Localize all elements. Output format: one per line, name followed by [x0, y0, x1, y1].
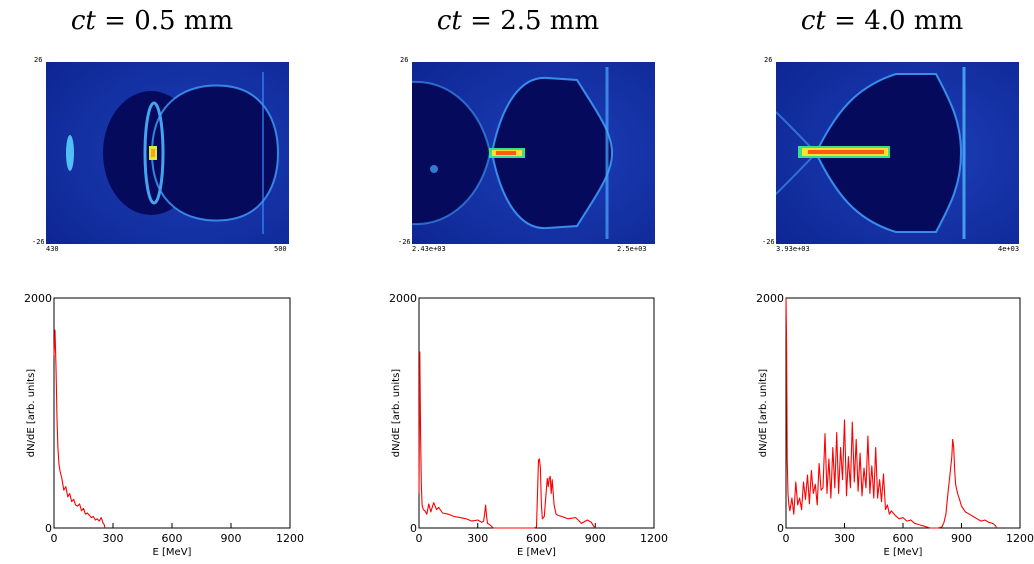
spectrum-chart-3: 0 300 600 900 1200 0 2000 E [MeV] dN/dE [arb. un… — [756, 292, 1034, 558]
spectrum-line — [785, 297, 998, 529]
spectrum-chart-2: 0 300 600 900 1200 0 2000 E [MeV] dN/dE [arb. un… — [389, 292, 668, 558]
x-tick-label: 300 — [467, 532, 488, 545]
x-tick-label: 600 — [526, 532, 547, 545]
x-axis-label: E [MeV] — [517, 547, 556, 558]
density-snapshot-2: 26 -26 2.43e+03 2.5e+03 — [398, 56, 655, 253]
x-tick-label: 1200 — [1006, 532, 1034, 545]
x-tick-label: 300 — [834, 532, 855, 545]
snapshot-3-x-left-label: 3.93e+03 — [776, 245, 810, 253]
snapshot-2-y-top-label: 26 — [400, 56, 409, 64]
y-tick-label: 2000 — [756, 292, 784, 305]
x-tick-label: 900 — [951, 532, 972, 545]
snapshot-3-x-right-label: 4e+03 — [998, 245, 1020, 253]
density-map-1 — [46, 62, 289, 244]
x-tick-label: 600 — [162, 532, 183, 545]
x-tick-label: 900 — [221, 532, 242, 545]
panel-title-3: ct = 4.0 mm — [800, 6, 964, 36]
y-axis-label: dN/dE [arb. units] — [391, 369, 402, 457]
panel-title-1: ct = 0.5 mm — [70, 6, 234, 36]
spectrum-line — [53, 329, 106, 529]
x-tick-label: 0 — [51, 532, 58, 545]
y-tick-label: 0 — [45, 522, 52, 535]
spectrum-chart-1: 0 300 600 900 1200 0 2000 E [MeV] dN/dE [arb. un… — [24, 292, 304, 558]
y-tick-label: 2000 — [24, 292, 52, 305]
y-tick-label: 0 — [410, 522, 417, 535]
spectrum-line — [418, 351, 596, 529]
plot-frame — [53, 297, 291, 529]
y-axis-label: dN/dE [arb. units] — [758, 369, 769, 457]
snapshot-3-y-bottom-label: -26 — [762, 238, 775, 246]
x-tick-label: 600 — [893, 532, 914, 545]
y-axis-label: dN/dE [arb. units] — [26, 369, 37, 457]
plot-frame — [785, 297, 1021, 529]
y-tick-label: 2000 — [389, 292, 417, 305]
snapshot-1-x-right-label: 500 — [274, 245, 287, 253]
panel-title-2: ct = 2.5 mm — [436, 6, 600, 36]
x-axis-label: E [MeV] — [153, 547, 192, 558]
y-tick-label: 0 — [777, 522, 784, 535]
x-tick-label: 0 — [783, 532, 790, 545]
snapshot-1-y-bottom-label: -26 — [32, 238, 45, 246]
snapshot-2-y-bottom-label: -26 — [398, 238, 411, 246]
density-map-2 — [412, 62, 655, 244]
snapshot-2-x-left-label: 2.43e+03 — [412, 245, 446, 253]
snapshot-2-x-right-label: 2.5e+03 — [617, 245, 647, 253]
x-axis-label: E [MeV] — [884, 547, 923, 558]
x-tick-label: 300 — [103, 532, 124, 545]
x-tick-label: 900 — [585, 532, 606, 545]
snapshot-3-y-top-label: 26 — [764, 56, 773, 64]
x-tick-label: 1200 — [276, 532, 304, 545]
x-tick-label: 0 — [416, 532, 423, 545]
snapshot-1-x-left-label: 430 — [46, 245, 59, 253]
plot-frame — [418, 297, 655, 529]
x-tick-label: 1200 — [640, 532, 668, 545]
density-snapshot-1: 26 -26 430 500 — [32, 56, 289, 253]
density-map-3 — [776, 62, 1019, 244]
snapshot-1-y-top-label: 26 — [34, 56, 43, 64]
density-snapshot-3: 26 -26 3.93e+03 4e+03 — [762, 56, 1019, 253]
